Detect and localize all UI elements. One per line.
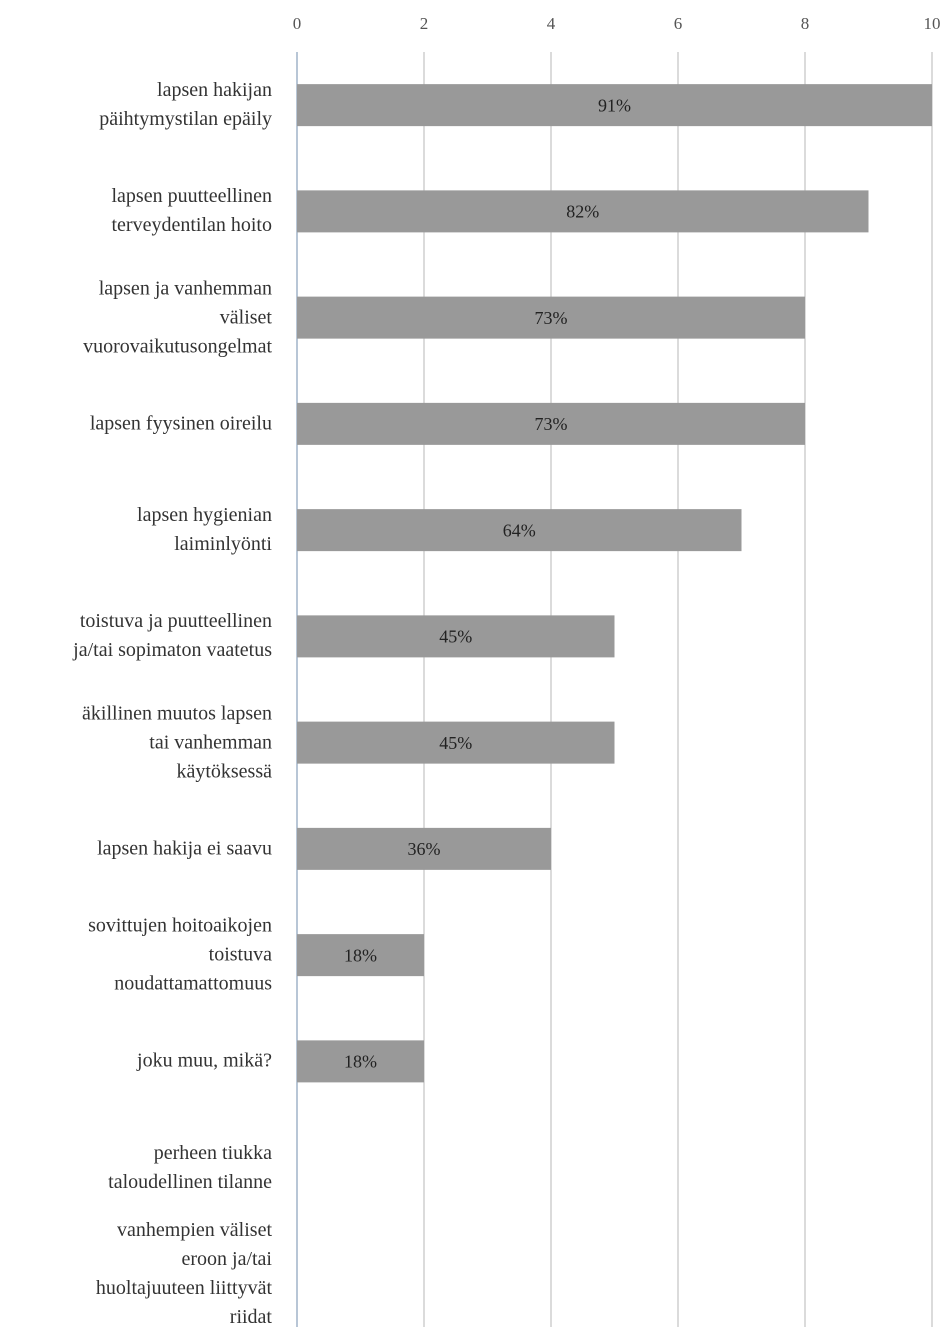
y-tick-label: lapsen puutteellinen terveydentilan hoit…	[111, 185, 272, 237]
bar	[297, 721, 615, 764]
x-tick-label: 4	[547, 14, 556, 33]
y-tick-label: lapsen hakija ei saavu	[97, 837, 272, 860]
y-tick-label: vanhempien väliset eroon ja/tai huoltaju…	[95, 1218, 272, 1327]
bar	[297, 827, 551, 870]
bar	[297, 84, 932, 127]
x-tick-label: 6	[674, 14, 683, 33]
y-tick-label: toistuva ja puutteellinen ja/tai sopimat…	[73, 610, 272, 662]
y-tick-label: perheen tiukka taloudellinen tilanne	[108, 1141, 272, 1193]
x-tick-label: 0	[293, 14, 302, 33]
y-tick-label: lapsen hygienian laiminlyönti	[137, 504, 272, 556]
bar	[297, 615, 615, 658]
y-tick-label: lapsen ja vanhemman väliset vuorovaikutu…	[83, 277, 272, 358]
data-label: 73%	[535, 308, 568, 328]
bar	[297, 509, 742, 552]
bar	[297, 190, 869, 233]
y-tick-label: sovittujen hoitoaikojen toistuva noudatt…	[88, 914, 272, 995]
y-tick-label: lapsen fyysinen oireilu	[89, 412, 272, 435]
data-label: 45%	[439, 627, 472, 647]
data-label: 18%	[344, 1052, 377, 1072]
x-tick-label: 2	[420, 14, 429, 33]
data-label: 91%	[598, 95, 631, 115]
bar	[297, 296, 805, 339]
y-tick-label: joku muu, mikä?	[137, 1049, 272, 1072]
x-tick-label: 8	[801, 14, 810, 33]
data-label: 64%	[503, 520, 536, 540]
y-tick-label: äkillinen muutos lapsen tai vanhemman kä…	[82, 702, 272, 783]
data-label: 18%	[344, 945, 377, 965]
bar	[297, 1040, 424, 1083]
y-tick-label: lapsen hakijan päihtymystilan epäily	[99, 79, 272, 131]
data-label: 82%	[566, 202, 599, 222]
x-tick-label: 10	[924, 14, 941, 33]
bar	[297, 402, 805, 445]
data-label: 73%	[535, 414, 568, 434]
bar	[297, 934, 424, 977]
data-label: 45%	[439, 733, 472, 753]
data-label: 36%	[408, 839, 441, 859]
